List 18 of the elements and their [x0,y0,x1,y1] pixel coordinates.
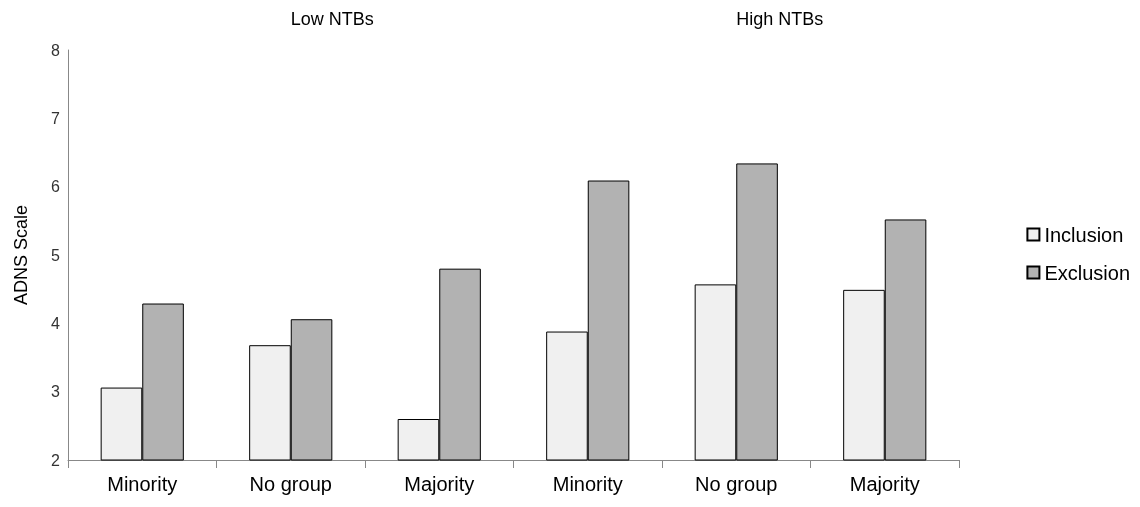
x-tick-label: Majority [404,473,475,495]
legend-label: Exclusion [1044,261,1131,284]
x-tick-label: No group [249,473,332,495]
x-tick-label: Minority [107,473,178,495]
text: Low NTBs [290,9,374,29]
text: High NTBs [736,9,824,29]
y-tick-label: 3 [51,383,61,401]
y-tick-label: 6 [51,178,61,196]
x-tick-label: No group [695,473,778,495]
legend-label: Inclusion [1044,223,1124,246]
x-tick-label: Minority [552,473,623,495]
y-axis-title: ADNS Scale [11,204,31,306]
y-tick-label: 4 [51,314,61,332]
y-tick-label: 5 [51,246,61,264]
x-tick-label: Majority [849,473,920,495]
y-tick-label: 8 [51,41,61,59]
y-tick-label: 7 [51,109,61,127]
y-tick-label: 2 [51,451,61,469]
